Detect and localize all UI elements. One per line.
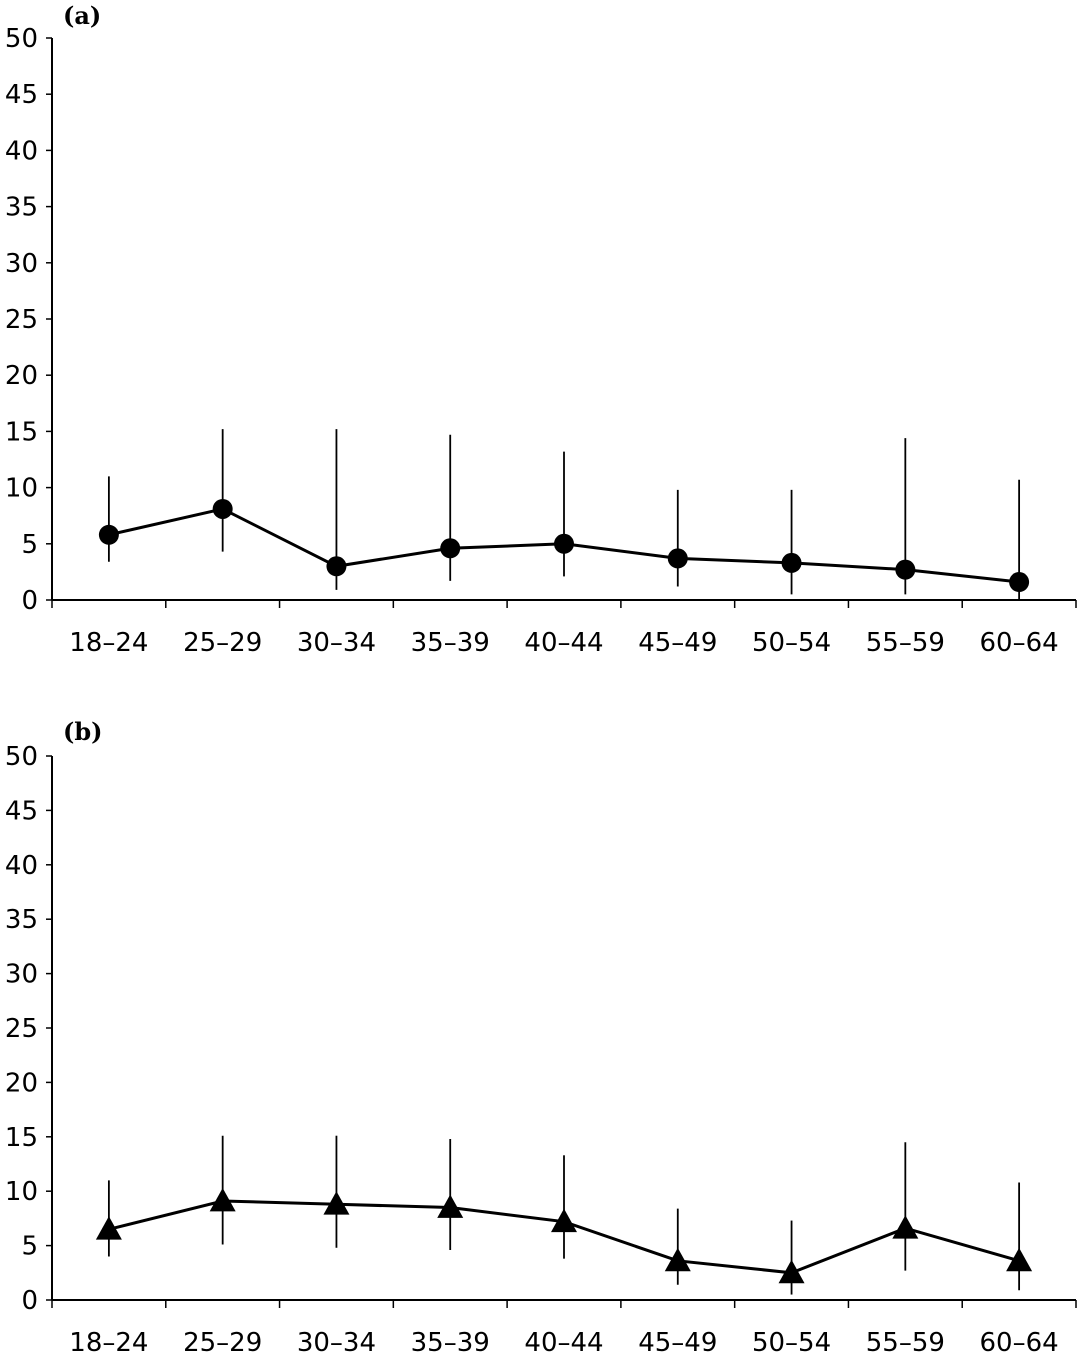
data-point-triangle — [95, 1216, 122, 1240]
data-point-circle — [554, 533, 574, 554]
data-point-circle — [440, 538, 461, 559]
data-point-circle — [326, 556, 347, 577]
y-tick-label: 0 — [21, 586, 38, 616]
y-tick-label: 30 — [5, 249, 38, 279]
y-tick-label: 25 — [5, 305, 38, 335]
panel-label: (b) — [63, 717, 103, 746]
data-point-circle — [895, 559, 916, 580]
data-point-triangle — [209, 1187, 236, 1212]
y-tick-label: 45 — [5, 80, 38, 110]
chart-panel-2: (b) 0 5 10 15 20 25 30 35 40 45 50 18–24 25–29 30–34 35… — [5, 717, 1077, 1356]
y-tick-label: 40 — [5, 851, 38, 881]
x-tick-label: 40–44 — [524, 628, 603, 658]
y-tick-label: 15 — [5, 1123, 38, 1153]
y-tick-label: 35 — [5, 193, 38, 223]
y-tick-label: 10 — [5, 1177, 38, 1207]
y-tick-label: 5 — [21, 1232, 38, 1262]
y-tick-label: 50 — [5, 24, 38, 54]
x-tick-label: 50–54 — [752, 1328, 831, 1356]
y-tick-label: 0 — [21, 1286, 38, 1316]
x-tick-label: 45–49 — [638, 628, 717, 658]
x-tick-label: 60–64 — [980, 1328, 1059, 1356]
panel-label: (a) — [63, 1, 101, 30]
x-tick-label: 25–29 — [183, 1328, 262, 1356]
x-tick-label: 60–64 — [980, 628, 1059, 658]
data-point-circle — [667, 548, 688, 569]
y-tick-label: 5 — [21, 530, 38, 560]
data-point-circle — [98, 524, 119, 545]
x-tick-label: 55–59 — [866, 1328, 945, 1356]
x-tick-label: 50–54 — [752, 628, 831, 658]
x-tick-label: 45–49 — [638, 1328, 717, 1356]
data-point-circle — [212, 498, 233, 519]
x-tick-label: 35–39 — [411, 628, 490, 658]
data-point-triangle — [551, 1208, 577, 1233]
y-tick-label: 25 — [5, 1014, 38, 1044]
y-tick-label: 35 — [5, 905, 38, 935]
x-tick-label: 35–39 — [411, 1328, 490, 1356]
y-tick-label: 45 — [5, 796, 38, 826]
y-tick-label: 15 — [5, 417, 38, 447]
x-tick-label: 30–34 — [297, 628, 376, 658]
x-tick-label: 25–29 — [183, 628, 262, 658]
x-tick-label: 18–24 — [69, 1328, 148, 1356]
data-point-triangle — [1006, 1247, 1033, 1272]
y-tick-label: 10 — [5, 474, 38, 504]
data-point-triangle — [664, 1247, 691, 1272]
data-point-circle — [781, 552, 802, 573]
data-point-circle — [1009, 572, 1030, 593]
y-tick-label: 20 — [5, 1068, 38, 1098]
data-point-triangle — [437, 1194, 464, 1218]
y-tick-label: 20 — [5, 361, 38, 391]
x-tick-label: 40–44 — [524, 1328, 603, 1356]
y-tick-label: 50 — [5, 742, 38, 772]
x-tick-label: 30–34 — [297, 1328, 376, 1356]
data-point-triangle — [892, 1215, 919, 1239]
y-tick-label: 30 — [5, 960, 38, 990]
x-tick-label: 18–24 — [69, 628, 148, 658]
x-tick-label: 55–59 — [866, 628, 945, 658]
y-tick-label: 40 — [5, 136, 38, 166]
data-point-triangle — [323, 1191, 350, 1215]
chart-panel-1: (a) 0 5 10 15 20 25 30 35 40 45 50 18–24 25–29 30–34 35… — [5, 1, 1077, 658]
data-point-triangle — [778, 1259, 805, 1284]
